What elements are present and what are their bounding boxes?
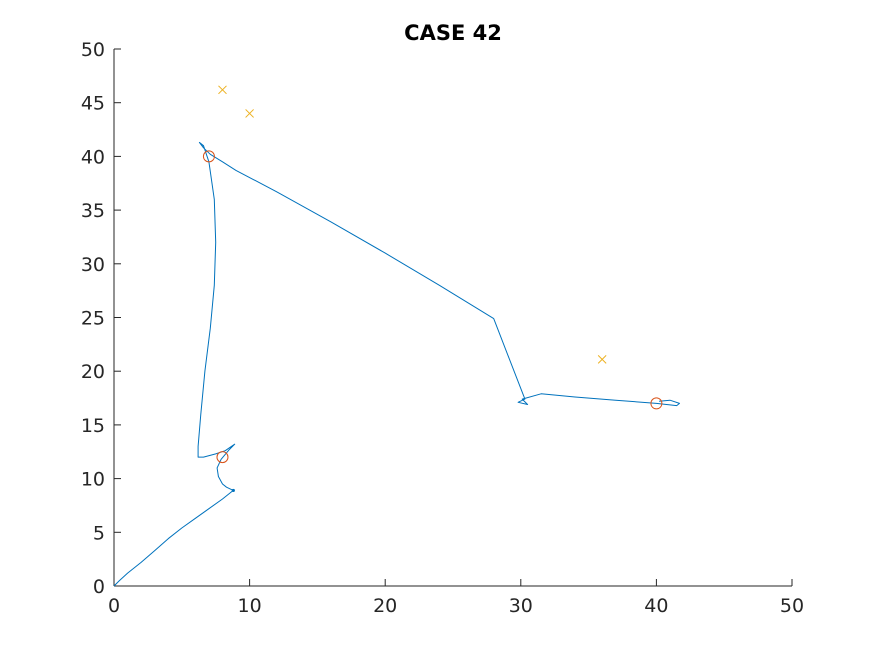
- chart-title: CASE 42: [404, 21, 502, 45]
- circle-marker: [216, 451, 229, 464]
- y-tick-label: 20: [81, 361, 105, 383]
- cross-marker: [597, 355, 607, 364]
- y-tick-label: 10: [81, 469, 105, 491]
- x-tick-label: 20: [373, 595, 397, 617]
- axes: [113, 49, 792, 587]
- y-tick-label: 25: [81, 308, 105, 330]
- x-tick-label: 50: [780, 595, 804, 617]
- x-tick-label: 30: [509, 595, 533, 617]
- circle-marker: [650, 397, 663, 410]
- y-tick-label: 45: [81, 93, 105, 115]
- x-ticks: 0 10 20 30 40 50: [108, 579, 804, 617]
- x-tick-label: 0: [108, 595, 120, 617]
- cross-marker: [245, 109, 254, 118]
- x-tick-label: 40: [644, 595, 668, 617]
- cross-marker: [218, 85, 227, 95]
- trajectory-line: [113, 141, 680, 587]
- y-tick-label: 50: [81, 39, 105, 61]
- y-tick-label: 15: [81, 415, 105, 437]
- y-tick-label: 5: [93, 522, 105, 544]
- trajectory-point: [231, 488, 235, 493]
- circle-marker: [202, 150, 215, 163]
- x-tick-label: 10: [238, 595, 262, 617]
- y-tick-label: 35: [81, 200, 105, 222]
- y-tick-label: 40: [81, 146, 105, 168]
- y-tick-label: 0: [93, 576, 105, 598]
- y-tick-label: 30: [81, 254, 105, 276]
- y-ticks: 0 5 10 15 20 25 30 35 40 45 50: [81, 39, 121, 598]
- plot-area: [113, 85, 680, 587]
